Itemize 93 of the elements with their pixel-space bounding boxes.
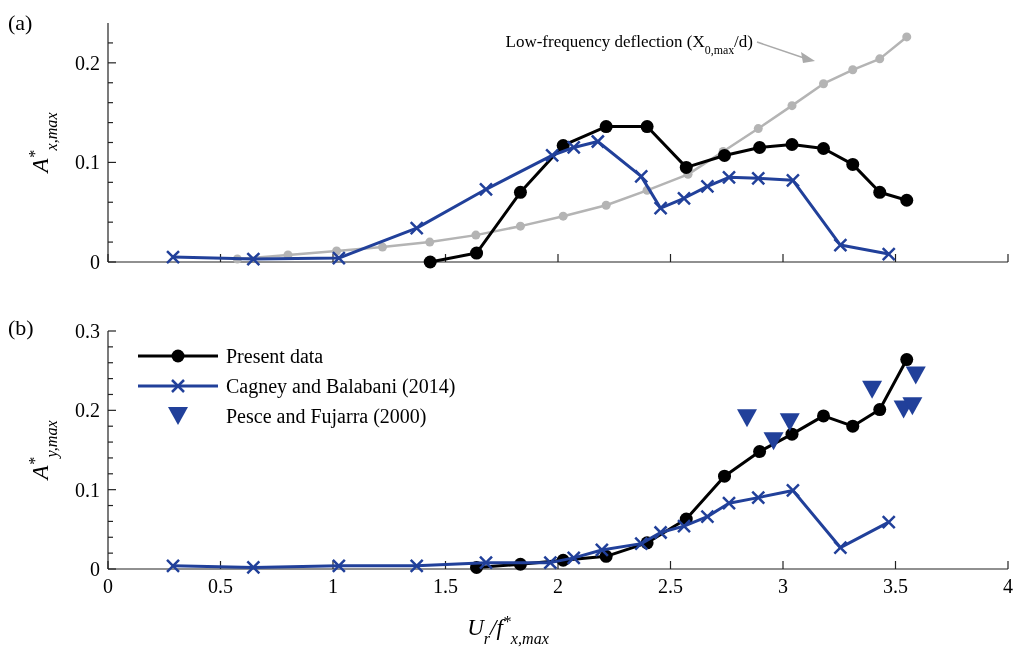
x-tick-label: 2.5 [658, 575, 683, 597]
point [515, 221, 525, 231]
point [873, 403, 887, 417]
point [246, 560, 261, 575]
point [905, 366, 926, 385]
point [819, 79, 828, 89]
point [785, 427, 799, 441]
x-tick-label: 4 [1003, 575, 1013, 597]
y-tick-label: 0 [90, 251, 100, 273]
x-tick-label: 1.5 [433, 575, 458, 597]
point [787, 101, 797, 111]
point [862, 380, 883, 399]
point [785, 137, 799, 151]
point [737, 409, 757, 428]
point [833, 540, 848, 555]
point [471, 230, 481, 240]
point [751, 490, 766, 505]
point [425, 237, 435, 247]
point [634, 536, 649, 551]
point [165, 249, 181, 265]
point [378, 242, 387, 252]
point [676, 191, 692, 206]
point [881, 514, 896, 530]
point [779, 413, 800, 432]
point [902, 397, 923, 416]
annotation: Low-frequency deflection (X$_{0,max}$/d) [505, 32, 753, 57]
point [653, 525, 668, 540]
legend-label: Cagney and Balabani (2014) [226, 375, 456, 398]
y-tick-label: 0.1 [75, 478, 100, 501]
point [900, 193, 914, 207]
point [817, 141, 830, 155]
point [873, 185, 887, 199]
point [721, 170, 737, 185]
y-tick-label: 0.1 [75, 151, 100, 174]
y-tick-label: 0.3 [75, 320, 100, 342]
point [700, 179, 715, 194]
point [558, 211, 568, 221]
point [753, 124, 763, 134]
point [634, 169, 649, 184]
point [478, 555, 494, 570]
point [640, 120, 654, 134]
legend-label: Pesce and Fujarra (2000) [226, 405, 427, 428]
point [590, 134, 606, 149]
point [875, 54, 885, 64]
point [653, 200, 668, 216]
point [679, 160, 693, 174]
point [331, 558, 347, 574]
point [409, 220, 424, 236]
x-tick-label: 3 [778, 575, 788, 597]
point [902, 32, 912, 42]
point [478, 182, 494, 197]
point [331, 250, 347, 266]
point [763, 432, 784, 451]
point [846, 419, 860, 433]
point [423, 255, 437, 269]
x-tick-label: 1 [328, 575, 338, 597]
point [817, 409, 830, 423]
point [753, 140, 767, 154]
chart-title: (b) [8, 315, 34, 340]
y-tick-label: 0.2 [75, 51, 100, 74]
point [900, 353, 914, 367]
point [246, 251, 261, 267]
point [785, 483, 801, 498]
point [718, 148, 731, 162]
chart-title: (a) [8, 10, 33, 35]
point [601, 200, 611, 210]
x-tick-label: 2 [553, 575, 563, 597]
point [543, 555, 558, 570]
point [718, 469, 731, 483]
legend-label: Present data [226, 345, 324, 367]
point [513, 185, 527, 199]
y-tick-label: 0 [90, 558, 100, 580]
point [785, 173, 801, 188]
point [599, 120, 613, 134]
point [881, 246, 896, 262]
point [544, 148, 560, 163]
point [594, 542, 610, 558]
point [833, 237, 848, 253]
point [848, 65, 858, 75]
point [566, 550, 581, 566]
y-tick-label: 0.2 [75, 399, 100, 422]
point [409, 558, 424, 574]
point [753, 445, 767, 459]
point [165, 558, 181, 574]
point [751, 171, 766, 186]
x-tick-label: 0.5 [208, 575, 233, 597]
point [566, 140, 581, 155]
x-tick-label: 3.5 [883, 575, 908, 597]
point [676, 518, 692, 534]
point [470, 246, 484, 260]
point [700, 509, 715, 524]
point [721, 495, 737, 511]
point [846, 157, 860, 171]
